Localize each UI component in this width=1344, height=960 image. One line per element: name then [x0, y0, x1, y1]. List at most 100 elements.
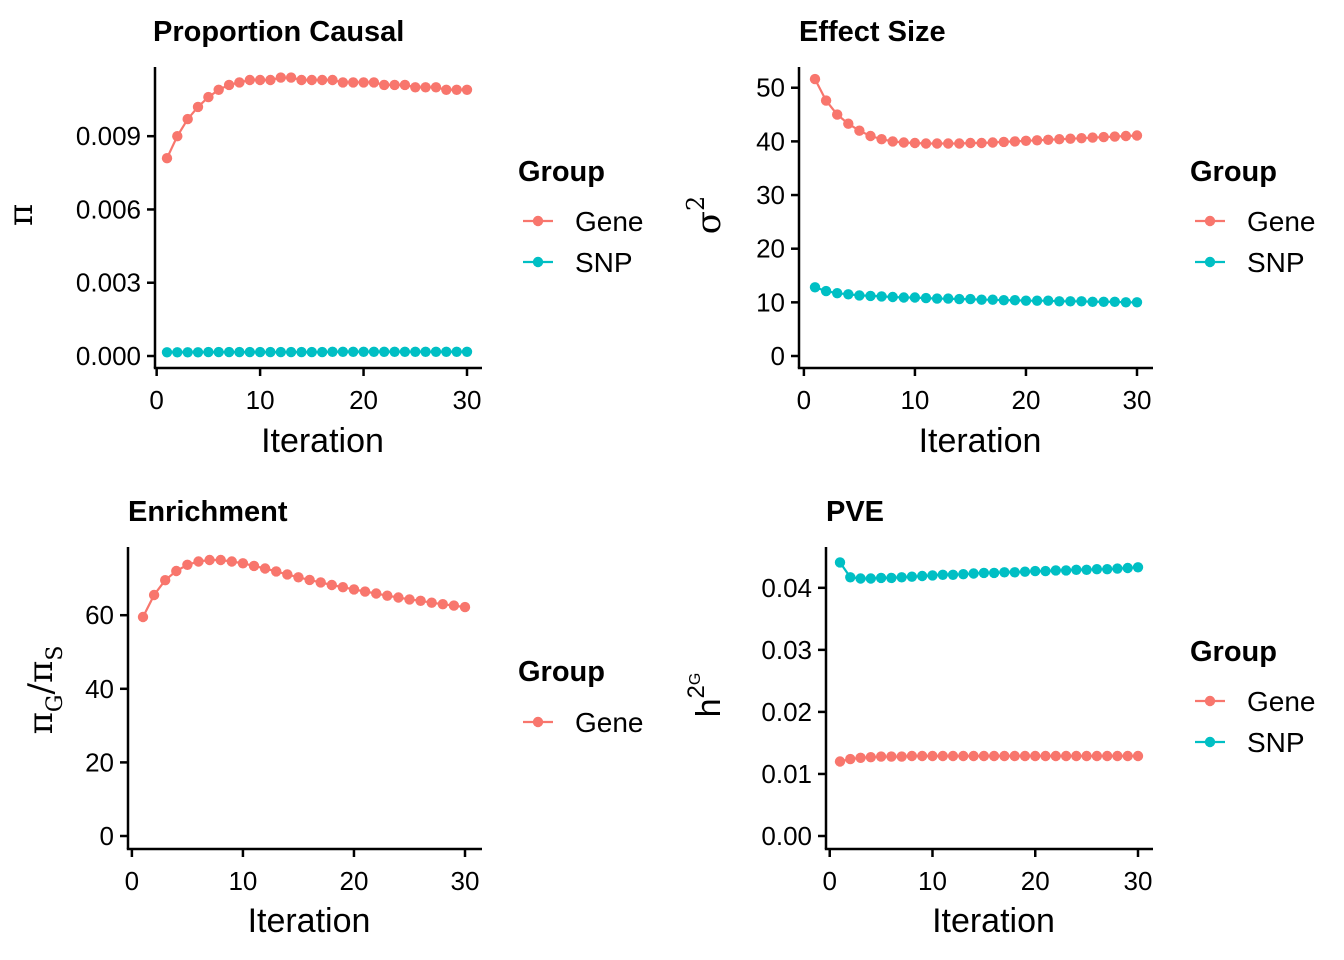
data-point-gene: [1020, 135, 1032, 146]
data-point-gene: [998, 136, 1009, 148]
data-point-gene: [326, 579, 337, 591]
x-tick-label: 10: [246, 385, 275, 415]
legend-entry-gene: Gene: [1195, 206, 1316, 237]
y-axis-label-part: π: [21, 661, 61, 683]
data-point-gene: [317, 74, 328, 86]
data-point-gene: [931, 138, 943, 149]
legend-label: SNP: [1247, 247, 1305, 278]
data-point-snp: [1019, 566, 1031, 577]
data-point-gene: [215, 554, 226, 566]
series-gene: [137, 554, 471, 623]
data-point-snp: [213, 346, 224, 358]
data-point-gene: [875, 751, 887, 762]
data-point-gene: [947, 750, 959, 762]
data-point-gene: [171, 565, 182, 577]
series-line-gene: [142, 558, 466, 618]
data-point-snp: [172, 347, 183, 358]
data-point-snp: [968, 568, 979, 579]
data-point-snp: [275, 346, 286, 358]
data-point-gene: [1122, 750, 1133, 762]
data-point-gene: [809, 73, 821, 85]
data-point-snp: [886, 572, 897, 584]
data-point-gene: [237, 558, 249, 569]
y-tick-label: 30: [756, 180, 785, 210]
data-point-gene: [1065, 133, 1076, 144]
data-point-snp: [832, 288, 843, 299]
data-point-snp: [358, 346, 369, 357]
data-point-snp: [987, 294, 998, 305]
data-point-snp: [1091, 564, 1103, 575]
x-tick-label: 20: [340, 866, 369, 896]
data-point-snp: [296, 346, 307, 358]
data-point-gene: [448, 600, 460, 611]
data-point-snp: [965, 293, 976, 305]
data-point-gene: [382, 590, 393, 601]
data-point-gene: [1040, 750, 1051, 762]
y-axis-label-superscript-sub: G: [687, 673, 704, 685]
data-point-gene: [244, 74, 255, 86]
data-point-snp: [1122, 562, 1133, 574]
data-point-gene: [937, 750, 948, 762]
data-point-gene: [254, 74, 266, 86]
data-point-gene: [1098, 131, 1109, 143]
data-point-gene: [451, 84, 462, 96]
data-point-gene: [271, 566, 282, 577]
data-point-gene: [226, 556, 237, 567]
legend-key-point: [1204, 215, 1216, 227]
data-point-snp: [988, 567, 1000, 579]
data-point-gene: [887, 136, 898, 147]
data-point-gene: [204, 554, 215, 566]
data-point-snp: [461, 346, 473, 357]
y-axis-label: σ2: [682, 196, 729, 235]
x-tick-label: 30: [453, 385, 482, 415]
data-point-gene: [1030, 750, 1041, 762]
data-point-gene: [886, 751, 897, 762]
data-point-snp: [854, 290, 865, 301]
data-point-snp: [865, 573, 876, 584]
data-point-gene: [976, 137, 987, 149]
data-point-snp: [254, 346, 266, 358]
data-point-snp: [1050, 565, 1062, 576]
series-snp: [161, 346, 473, 358]
data-point-gene: [920, 138, 932, 149]
data-point-snp: [1020, 295, 1032, 306]
data-point-gene: [1091, 750, 1103, 762]
data-point-gene: [820, 95, 832, 106]
data-point-gene: [954, 138, 965, 149]
data-point-gene: [988, 750, 1000, 762]
data-point-gene: [832, 109, 843, 120]
data-point-gene: [1031, 135, 1043, 146]
data-point-gene: [348, 584, 360, 595]
y-tick-label: 0.003: [76, 268, 141, 298]
data-point-snp: [876, 291, 887, 302]
data-point-gene: [415, 595, 426, 606]
data-point-gene: [148, 589, 160, 601]
y-axis-label: π: [1, 204, 41, 226]
data-point-gene: [1009, 136, 1021, 147]
data-point-gene: [203, 91, 214, 103]
data-point-gene: [943, 138, 954, 149]
y-tick-label: 0.02: [761, 697, 812, 727]
data-point-gene: [223, 79, 235, 91]
data-point-snp: [843, 289, 854, 300]
data-point-snp: [834, 557, 846, 568]
data-point-gene: [1109, 131, 1121, 142]
data-point-snp: [976, 294, 987, 305]
y-tick-label: 10: [756, 287, 785, 317]
legend: Group Gene: [518, 656, 644, 738]
data-point-gene: [1120, 130, 1132, 142]
data-point-gene: [348, 77, 359, 88]
y-axis-label-part: G: [43, 694, 68, 712]
data-point-snp: [898, 292, 909, 303]
data-point-snp: [348, 346, 359, 357]
data-point-snp: [389, 346, 400, 357]
legend: Group Gene SNP: [1190, 156, 1316, 278]
data-point-gene: [1019, 750, 1031, 762]
data-point-snp: [234, 346, 245, 358]
y-tick-label: 0: [100, 821, 114, 851]
data-point-snp: [265, 346, 276, 358]
data-point-snp: [809, 282, 821, 293]
data-point-snp: [1102, 564, 1113, 575]
data-point-gene: [865, 130, 876, 142]
